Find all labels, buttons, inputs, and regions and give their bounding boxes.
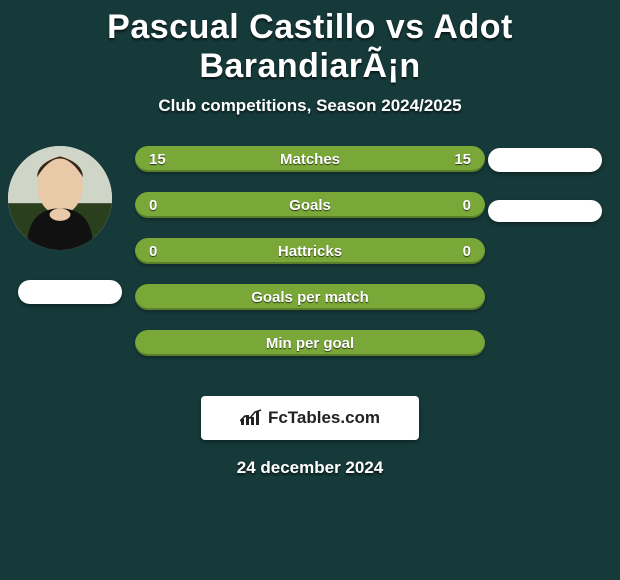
stat-bars: 15 Matches 15 0 Goals 0 0 Hattricks 0 Go… [135,146,485,376]
brand-badge[interactable]: FcTables.com [201,396,419,440]
stat-row-hattricks: 0 Hattricks 0 [135,238,485,264]
stat-left-value: 15 [149,151,166,168]
brand-text: FcTables.com [268,408,380,428]
stat-row-min-per-goal: Min per goal [135,330,485,356]
player-left-name-pill [18,280,122,304]
page-title: Pascual Castillo vs Adot BarandiarÃ¡n [0,0,620,86]
player-right-name-pill-2 [488,200,602,222]
stat-right-value: 0 [463,197,471,214]
avatar-placeholder-icon [8,146,112,250]
stat-left-value: 0 [149,197,157,214]
stat-row-goals-per-match: Goals per match [135,284,485,310]
stat-row-matches: 15 Matches 15 [135,146,485,172]
stat-label: Hattricks [278,243,342,260]
stat-right-value: 0 [463,243,471,260]
player-left-avatar [8,146,112,250]
stat-label: Goals [289,197,331,214]
player-right-name-pill-1 [488,148,602,172]
stat-row-goals: 0 Goals 0 [135,192,485,218]
stat-label: Min per goal [266,335,354,352]
bar-chart-icon [240,409,262,427]
stat-right-value: 15 [454,151,471,168]
content-area: 15 Matches 15 0 Goals 0 0 Hattricks 0 Go… [0,146,620,386]
subtitle: Club competitions, Season 2024/2025 [0,96,620,116]
date-text: 24 december 2024 [0,458,620,478]
stat-label: Matches [280,151,340,168]
stat-left-value: 0 [149,243,157,260]
comparison-card: Pascual Castillo vs Adot BarandiarÃ¡n Cl… [0,0,620,580]
stat-label: Goals per match [251,289,369,306]
